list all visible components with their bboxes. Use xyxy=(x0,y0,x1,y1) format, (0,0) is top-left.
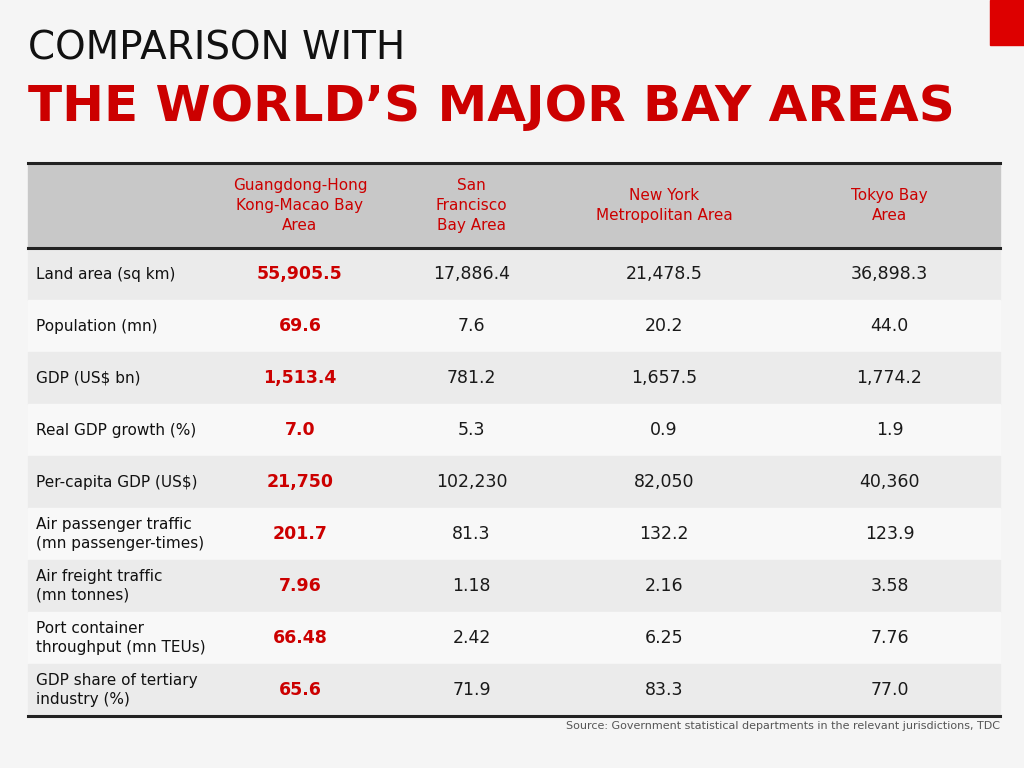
Text: COMPARISON WITH: COMPARISON WITH xyxy=(28,30,406,68)
Text: Population (mn): Population (mn) xyxy=(36,319,158,333)
Text: 1.18: 1.18 xyxy=(453,577,490,595)
Text: 3.58: 3.58 xyxy=(870,577,908,595)
Text: San
Francisco
Bay Area: San Francisco Bay Area xyxy=(435,178,507,233)
Text: 123.9: 123.9 xyxy=(864,525,914,543)
Bar xyxy=(28,248,1000,300)
Text: Real GDP growth (%): Real GDP growth (%) xyxy=(36,422,197,438)
Text: GDP (US$ bn): GDP (US$ bn) xyxy=(36,370,140,386)
Text: 2.16: 2.16 xyxy=(645,577,683,595)
Text: 7.6: 7.6 xyxy=(458,317,485,335)
Bar xyxy=(28,352,1000,404)
Text: 66.48: 66.48 xyxy=(272,629,328,647)
Text: 65.6: 65.6 xyxy=(279,681,322,699)
Bar xyxy=(28,560,1000,612)
Text: Air passenger traffic
(mn passenger-times): Air passenger traffic (mn passenger-time… xyxy=(36,517,204,551)
Text: 5.3: 5.3 xyxy=(458,421,485,439)
Text: Per-capita GDP (US$): Per-capita GDP (US$) xyxy=(36,475,198,489)
Text: 6.25: 6.25 xyxy=(645,629,683,647)
Text: 781.2: 781.2 xyxy=(446,369,497,387)
Text: THE WORLD’S MAJOR BAY AREAS: THE WORLD’S MAJOR BAY AREAS xyxy=(28,83,954,131)
Text: Guangdong-Hong
Kong-Macao Bay
Area: Guangdong-Hong Kong-Macao Bay Area xyxy=(232,178,368,233)
Text: 77.0: 77.0 xyxy=(870,681,908,699)
Bar xyxy=(990,0,1024,45)
Text: 40,360: 40,360 xyxy=(859,473,920,491)
Text: 17,886.4: 17,886.4 xyxy=(433,265,510,283)
Text: 7.96: 7.96 xyxy=(279,577,322,595)
Text: 83.3: 83.3 xyxy=(645,681,683,699)
Text: 1,513.4: 1,513.4 xyxy=(263,369,337,387)
Bar xyxy=(28,664,1000,716)
Text: 2.42: 2.42 xyxy=(453,629,490,647)
Text: 36,898.3: 36,898.3 xyxy=(851,265,928,283)
Bar xyxy=(28,612,1000,664)
Text: Source: Government statistical departments in the relevant jurisdictions, TDC: Source: Government statistical departmen… xyxy=(566,721,1000,731)
Text: 1.9: 1.9 xyxy=(876,421,903,439)
Text: 0.9: 0.9 xyxy=(650,421,678,439)
Text: 81.3: 81.3 xyxy=(453,525,490,543)
Text: 55,905.5: 55,905.5 xyxy=(257,265,343,283)
Text: 21,478.5: 21,478.5 xyxy=(626,265,702,283)
Text: 71.9: 71.9 xyxy=(453,681,490,699)
Bar xyxy=(28,456,1000,508)
Text: 69.6: 69.6 xyxy=(279,317,322,335)
Text: 44.0: 44.0 xyxy=(870,317,908,335)
Text: Tokyo Bay
Area: Tokyo Bay Area xyxy=(851,188,928,223)
Bar xyxy=(28,404,1000,456)
Bar xyxy=(28,163,1000,248)
Text: GDP share of tertiary
industry (%): GDP share of tertiary industry (%) xyxy=(36,674,198,707)
Text: 1,774.2: 1,774.2 xyxy=(856,369,923,387)
Bar xyxy=(28,300,1000,352)
Text: 7.0: 7.0 xyxy=(285,421,315,439)
Text: Land area (sq km): Land area (sq km) xyxy=(36,266,175,282)
Text: 7.76: 7.76 xyxy=(870,629,909,647)
Text: Port container
throughput (mn TEUs): Port container throughput (mn TEUs) xyxy=(36,621,206,655)
Text: 82,050: 82,050 xyxy=(634,473,694,491)
Text: New York
Metropolitan Area: New York Metropolitan Area xyxy=(596,188,732,223)
Text: 201.7: 201.7 xyxy=(272,525,328,543)
Text: 20.2: 20.2 xyxy=(645,317,683,335)
Bar xyxy=(28,508,1000,560)
Text: 132.2: 132.2 xyxy=(639,525,689,543)
Text: 1,657.5: 1,657.5 xyxy=(631,369,697,387)
Text: Air freight traffic
(mn tonnes): Air freight traffic (mn tonnes) xyxy=(36,569,163,603)
Text: 21,750: 21,750 xyxy=(266,473,334,491)
Text: 102,230: 102,230 xyxy=(436,473,507,491)
